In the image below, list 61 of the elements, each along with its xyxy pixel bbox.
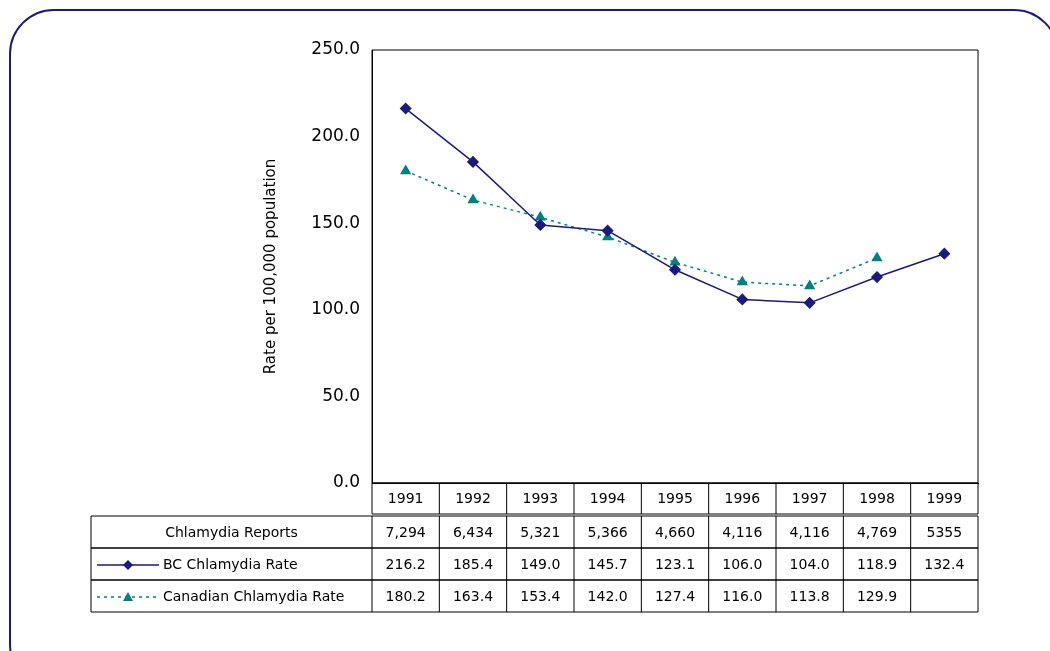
- data-label: 113.8: [789, 587, 830, 604]
- x-tick-label: 1996: [724, 490, 761, 507]
- point: [736, 293, 749, 306]
- data-label: 180.2: [385, 587, 426, 604]
- data-label: 123.1: [654, 555, 696, 572]
- data-label: 145.7: [587, 555, 628, 572]
- data-label: 116.0: [722, 587, 763, 604]
- point: [467, 156, 479, 168]
- text: 5355: [926, 523, 963, 540]
- legend-label: Canadian Chlamydia Rate: [163, 587, 345, 604]
- text: 4,660: [654, 523, 696, 540]
- point: [669, 264, 681, 276]
- point: [535, 211, 546, 221]
- text: 5,366: [587, 523, 628, 540]
- y-axis-title: Rate per 100,000 population: [260, 158, 279, 375]
- text: 5,321: [520, 523, 561, 540]
- point: [804, 280, 815, 290]
- point: [871, 271, 883, 283]
- y-tick-label: 50.0: [322, 384, 360, 405]
- point: [601, 224, 614, 237]
- data-label: 104.0: [789, 555, 830, 572]
- y-tick-label: 150.0: [311, 211, 360, 232]
- text: 6,434: [452, 523, 494, 540]
- point: [534, 219, 547, 231]
- x-tick-label: 1991: [387, 490, 424, 507]
- data-label: 127.4: [654, 587, 696, 604]
- point: [400, 165, 411, 175]
- text: 4,116: [789, 523, 830, 540]
- x-tick-label: 1995: [657, 490, 693, 507]
- text: 7,294: [385, 523, 426, 540]
- y-tick-label: 200.0: [311, 125, 360, 146]
- x-tick-label: 1992: [455, 490, 491, 507]
- x-tick-label: 1999: [926, 490, 963, 507]
- point: [871, 252, 883, 262]
- point: [737, 276, 748, 286]
- x-tick-label: 1994: [589, 490, 626, 507]
- x-tick-label: 1993: [522, 490, 559, 507]
- data-label: 142.0: [587, 587, 628, 604]
- data-label: 216.2: [385, 555, 426, 572]
- text: 4,769: [856, 523, 898, 540]
- data-label: 118.9: [856, 555, 898, 572]
- data-label: 129.9: [856, 587, 898, 604]
- text: Chlamydia Reports: [165, 523, 298, 540]
- y-tick-label: 0.0: [332, 471, 360, 492]
- point: [467, 194, 479, 204]
- data-label: 163.4: [452, 587, 494, 604]
- x-tick-label: 1998: [859, 490, 895, 507]
- text: 4,116: [722, 523, 763, 540]
- point: [803, 297, 816, 309]
- point: [669, 256, 681, 266]
- data-label: 106.0: [722, 555, 763, 572]
- x-tick-label: 1997: [791, 490, 828, 507]
- y-tick-label: 250.0: [311, 38, 360, 59]
- y-tick-label: 100.0: [311, 298, 360, 319]
- data-label: 153.4: [520, 587, 561, 604]
- data-label: 185.4: [452, 555, 494, 572]
- data-label: 149.0: [520, 555, 561, 572]
- point: [399, 102, 412, 115]
- point: [938, 247, 951, 260]
- data-label: 132.4: [924, 555, 965, 572]
- legend-label: BC Chlamydia Rate: [163, 555, 298, 572]
